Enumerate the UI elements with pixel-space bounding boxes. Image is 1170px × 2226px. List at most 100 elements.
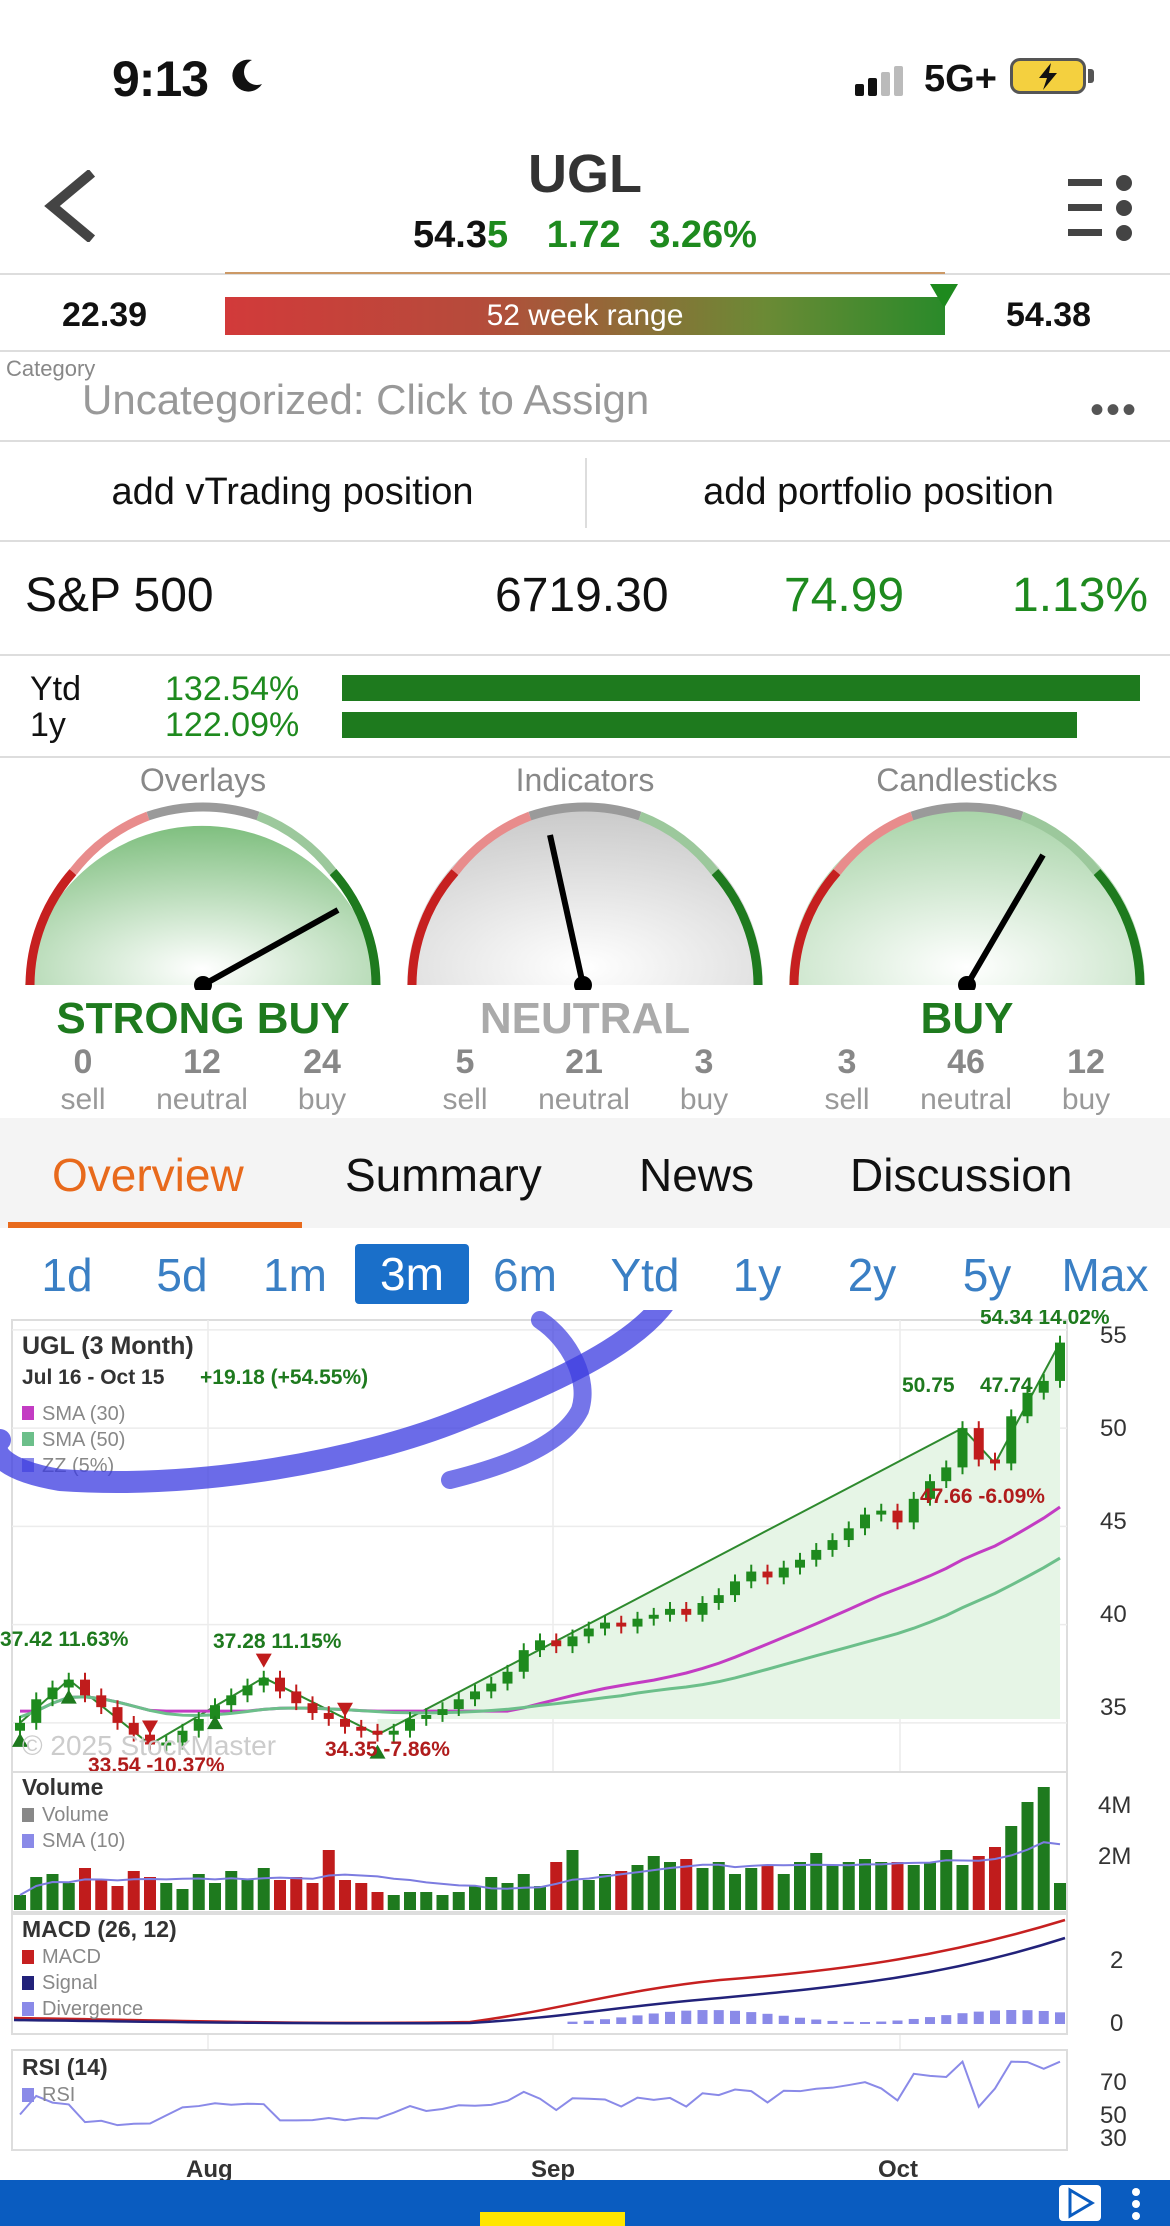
tab-overview[interactable]: Overview — [52, 1149, 244, 1201]
category-value[interactable]: Uncategorized: Click to Assign — [82, 376, 650, 423]
tab-discussion[interactable]: Discussion — [850, 1149, 1073, 1201]
add-vtrading-button[interactable]: add vTrading position — [111, 471, 474, 513]
range-1d[interactable]: 1d — [41, 1249, 93, 1301]
candle — [226, 1695, 237, 1706]
range-5y[interactable]: 5y — [962, 1249, 1012, 1301]
volume-bar — [891, 1862, 904, 1910]
moon-icon — [232, 59, 262, 92]
legend-swatch-signal — [22, 1976, 34, 1990]
divergence-bar — [925, 2017, 935, 2024]
divergence-bar — [941, 2015, 952, 2024]
last-price: 54.3 — [413, 214, 487, 256]
buy-marker — [60, 1689, 77, 1704]
divergence-bar — [876, 2021, 887, 2024]
candle — [502, 1671, 513, 1684]
volume-bar — [176, 1889, 189, 1910]
candle — [973, 1428, 984, 1460]
divergence-bar — [811, 2019, 822, 2024]
ad-banner[interactable] — [0, 2180, 1170, 2226]
volume-bar — [745, 1868, 758, 1910]
divergence-bar — [1022, 2010, 1033, 2024]
candle — [681, 1608, 692, 1615]
legend-swatch-rsi — [22, 2088, 34, 2102]
rsi-y-tick: 70 — [1100, 2069, 1127, 2096]
divergence-bar — [1055, 2012, 1065, 2024]
buy-marker — [369, 1744, 386, 1759]
x-tick: Sep — [531, 2156, 575, 2180]
rsi-line — [19, 2059, 1061, 2127]
divider — [0, 654, 1170, 656]
back-chevron-icon[interactable] — [40, 170, 96, 242]
volume-bar — [729, 1874, 741, 1910]
range-max[interactable]: Max — [1061, 1249, 1149, 1301]
volume-bar — [664, 1862, 676, 1910]
volume-bar — [1037, 1787, 1050, 1910]
divergence-bar — [648, 2013, 659, 2024]
rsi-panel — [11, 2049, 1068, 2151]
legend-rsi: RSI — [42, 2084, 75, 2106]
ad-more-icon[interactable] — [1130, 2186, 1142, 2222]
divider — [0, 540, 1170, 542]
range-ytd[interactable]: Ytd — [610, 1249, 680, 1301]
volume-bar — [761, 1865, 774, 1910]
legend-swatch-sma30 — [22, 1406, 34, 1420]
divergence-bar — [795, 2017, 805, 2024]
range-2y[interactable]: 2y — [847, 1249, 897, 1301]
volume-bar — [469, 1886, 481, 1910]
divider — [0, 440, 1170, 442]
overlays-buy-count: 24 — [303, 1043, 341, 1081]
divergence-bar — [827, 2020, 838, 2024]
legend-divergence: Divergence — [42, 1998, 143, 2020]
price-chart[interactable]: UGL (3 Month) Jul 16 - Oct 15 +19.18 (+5… — [0, 1310, 1170, 2180]
candle — [567, 1636, 578, 1647]
range-5d[interactable]: 5d — [156, 1249, 208, 1301]
divergence-bar — [697, 2010, 708, 2024]
annotation: 50.75 — [902, 1374, 955, 1397]
volume-bar — [794, 1862, 806, 1910]
menu-list-icon[interactable] — [1068, 175, 1136, 241]
indicators-sell-count: 5 — [455, 1043, 475, 1081]
tab-summary[interactable]: Summary — [345, 1149, 542, 1201]
volume-bar — [777, 1874, 790, 1910]
divergence-bar — [957, 2013, 968, 2024]
legend-swatch-divergence — [22, 2002, 34, 2016]
candle — [470, 1691, 480, 1700]
divergence-bar — [681, 2010, 692, 2024]
tab-news[interactable]: News — [639, 1149, 755, 1201]
volume-bar — [940, 1850, 953, 1910]
candle — [210, 1705, 220, 1719]
volume-y-tick: 2M — [1098, 1843, 1131, 1870]
candle — [665, 1608, 675, 1615]
ad-play-icon[interactable] — [1058, 2184, 1102, 2222]
candlesticks-buy-count: 12 — [1067, 1043, 1105, 1081]
divergence-bar — [583, 2020, 594, 2024]
status-time: 9:13 — [112, 51, 209, 107]
range-1m[interactable]: 1m — [263, 1249, 327, 1301]
legend-macd: MACD — [42, 1946, 101, 1968]
x-tick: Oct — [878, 2156, 918, 2180]
signal-line — [13, 1936, 1066, 2025]
volume-bar — [274, 1880, 286, 1910]
gauge-candlesticks — [789, 802, 1145, 990]
range-3m[interactable]: 3m — [355, 1244, 469, 1304]
candlesticks-neutral-label: neutral — [920, 1083, 1012, 1116]
add-portfolio-button[interactable]: add portfolio position — [703, 471, 1054, 513]
ticker-symbol: UGL — [528, 144, 642, 204]
divergence-bar — [990, 2010, 1000, 2024]
gauge-overlays — [25, 802, 381, 990]
volume-bar — [875, 1862, 888, 1910]
divergence-bar — [762, 2013, 773, 2024]
perf-bar-ytd — [342, 675, 1140, 701]
range-6m[interactable]: 6m — [493, 1249, 557, 1301]
chart-period-change: +19.18 (+54.55%) — [200, 1366, 368, 1389]
volume-bar — [1054, 1883, 1066, 1910]
scribble-annotation — [0, 1310, 673, 1493]
more-icon[interactable]: ••• — [1090, 388, 1139, 432]
legend-swatch-sma50 — [22, 1432, 34, 1446]
candle — [762, 1571, 773, 1578]
volume-bar — [209, 1883, 221, 1910]
candle — [112, 1707, 123, 1723]
volume-bar — [517, 1874, 530, 1910]
range-1y[interactable]: 1y — [732, 1249, 782, 1301]
overlays-sell-count: 0 — [73, 1043, 93, 1081]
